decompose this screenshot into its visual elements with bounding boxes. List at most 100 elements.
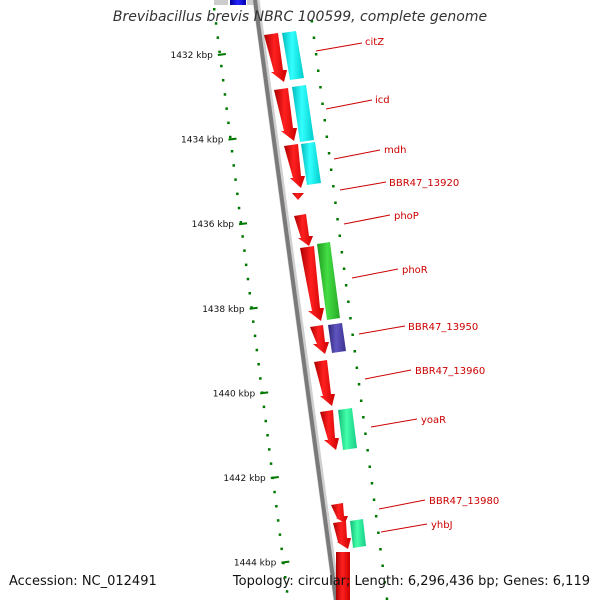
guide-dot-left — [220, 64, 223, 68]
gene-red-bottom[interactable] — [336, 552, 350, 600]
gene-label-BBR47_13950[interactable]: BBR47_13950 — [408, 322, 478, 333]
gene-label-group-icd[interactable]: icd — [325, 95, 390, 110]
gene-label-phoP[interactable]: phoP — [394, 211, 419, 222]
guide-dot-right — [364, 432, 367, 435]
guide-dot-right — [317, 69, 320, 72]
genome-title: Brevibacillus brevis NBRC 100599, comple… — [112, 9, 488, 25]
scale-label: 1442 kbp — [223, 474, 266, 484]
guide-dot-left — [227, 121, 230, 125]
guide-dot-right — [374, 515, 378, 518]
gene-label-group-mdh[interactable]: mdh — [333, 145, 406, 160]
guide-dot-right — [314, 53, 318, 56]
guide-dot-left — [278, 533, 282, 536]
scale-label: 1444 kbp — [234, 559, 277, 569]
guide-dot-right — [323, 119, 326, 122]
guide-dot-left — [264, 419, 267, 423]
guide-dot-left — [285, 590, 289, 593]
guide-dot-right — [383, 581, 386, 584]
guide-dot-left — [223, 93, 227, 96]
guide-dot-right — [359, 399, 363, 402]
gene-label-yhbJ[interactable]: yhbJ — [431, 520, 453, 531]
guide-dot-left — [250, 306, 253, 309]
cds-yoaR-seagreen[interactable] — [338, 408, 357, 450]
guide-dot-left — [216, 36, 220, 39]
gene-label-icd[interactable]: icd — [375, 95, 390, 106]
guide-dot-right — [338, 234, 341, 237]
gene-label-yoaR[interactable]: yoaR — [421, 415, 446, 426]
guide-dot-left — [284, 576, 287, 579]
guide-dot-left — [244, 263, 248, 267]
cds-icd-cyan[interactable] — [292, 85, 314, 142]
guide-dot-right — [366, 449, 369, 452]
scale-ticks — [217, 53, 290, 564]
gene-arrow-BBR47_13950-red[interactable] — [310, 325, 329, 354]
guide-dot-right — [357, 383, 361, 386]
guide-dot-left — [259, 377, 262, 380]
gene-arrow-icd-red[interactable] — [274, 88, 297, 141]
guide-dot-left — [234, 178, 237, 181]
gene-arrow-citZ-red[interactable] — [264, 33, 287, 82]
gene-label-group-BBR47_13950[interactable]: BBR47_13950 — [358, 322, 478, 335]
accession-text: Accession: NC_012491 — [9, 574, 157, 589]
gene-arrow-phoR-red[interactable] — [300, 246, 324, 321]
guide-dot-right — [379, 548, 382, 551]
topology-text: Topology: circular; Length: 6,296,436 bp… — [232, 574, 590, 589]
guide-dot-left — [269, 462, 273, 465]
cds-BBR47_13950-purple[interactable] — [328, 323, 346, 353]
guide-dot-right — [355, 366, 359, 369]
scale-tick — [228, 137, 237, 141]
gene-label-BBR47_13980[interactable]: BBR47_13980 — [429, 496, 499, 507]
guide-dot-right — [336, 218, 339, 221]
gene-label-group-BBR47_13980[interactable]: BBR47_13980 — [378, 496, 499, 510]
gene-label-group-yhbJ[interactable]: yhbJ — [380, 520, 453, 533]
guide-dot-left — [248, 292, 251, 295]
gene-label-BBR47_13920[interactable]: BBR47_13920 — [389, 178, 459, 189]
guide-dot-right — [372, 498, 376, 501]
genome-backbone — [253, 0, 338, 600]
cds-yhbJ-seagreen[interactable] — [350, 519, 366, 548]
guide-dot-right — [351, 333, 354, 336]
gene-label-group-BBR47_13960[interactable]: BBR47_13960 — [364, 366, 485, 380]
guide-dot-right — [368, 465, 371, 468]
gene-arrow-yhbJ-red[interactable] — [333, 521, 351, 549]
guide-dot-right — [385, 597, 389, 600]
leader-line-BBR47_13950 — [358, 325, 406, 335]
scale-label: 1436 kbp — [192, 220, 235, 230]
guide-dot-left — [280, 547, 283, 551]
gene-arrow-BBR47_13960-red[interactable] — [314, 360, 335, 406]
guide-dot-right — [334, 201, 337, 204]
gene-label-phoR[interactable]: phoR — [402, 265, 428, 276]
scale-tick — [249, 306, 258, 310]
guide-dot-right — [327, 152, 331, 155]
guide-dot-right — [310, 20, 314, 23]
guide-dot-left — [253, 334, 257, 338]
leader-line-phoP — [343, 214, 391, 225]
gene-label-group-yoaR[interactable]: yoaR — [370, 415, 446, 428]
guide-dot-left — [266, 434, 269, 437]
gene-label-group-phoR[interactable]: phoR — [351, 265, 428, 279]
gene-arrow-phoP-red[interactable] — [294, 214, 313, 246]
guide-dot-left — [232, 164, 235, 167]
gene-arrow-BBR47_13920-red[interactable] — [292, 193, 304, 200]
gene-label-group-BBR47_13920[interactable]: BBR47_13920 — [339, 178, 459, 191]
gene-label-group-citZ[interactable]: citZ — [315, 37, 384, 52]
guide-dot-right — [349, 317, 352, 320]
gene-arrow-yoaR-red[interactable] — [320, 410, 339, 450]
guide-dot-right — [342, 267, 346, 270]
gene-arrow-mdh-red[interactable] — [284, 144, 305, 188]
gene-label-BBR47_13960[interactable]: BBR47_13960 — [415, 366, 485, 377]
guide-dot-left — [268, 448, 271, 451]
gene-label-mdh[interactable]: mdh — [384, 145, 406, 156]
cds-phoR-green[interactable] — [317, 242, 340, 320]
cds-mdh-cyan[interactable] — [301, 142, 321, 185]
gene-label-group-phoP[interactable]: phoP — [343, 211, 419, 225]
guide-dot-left — [241, 235, 244, 238]
cds-citZ-cyan[interactable] — [282, 31, 304, 80]
gene-arrow-BBR47_13980-red[interactable] — [331, 503, 348, 523]
guide-dot-left — [213, 8, 216, 11]
gene-label-citZ[interactable]: citZ — [365, 37, 384, 48]
partial-track-top-left — [214, 0, 228, 5]
guide-dot-left — [214, 22, 218, 25]
guide-dot-right — [353, 350, 356, 353]
